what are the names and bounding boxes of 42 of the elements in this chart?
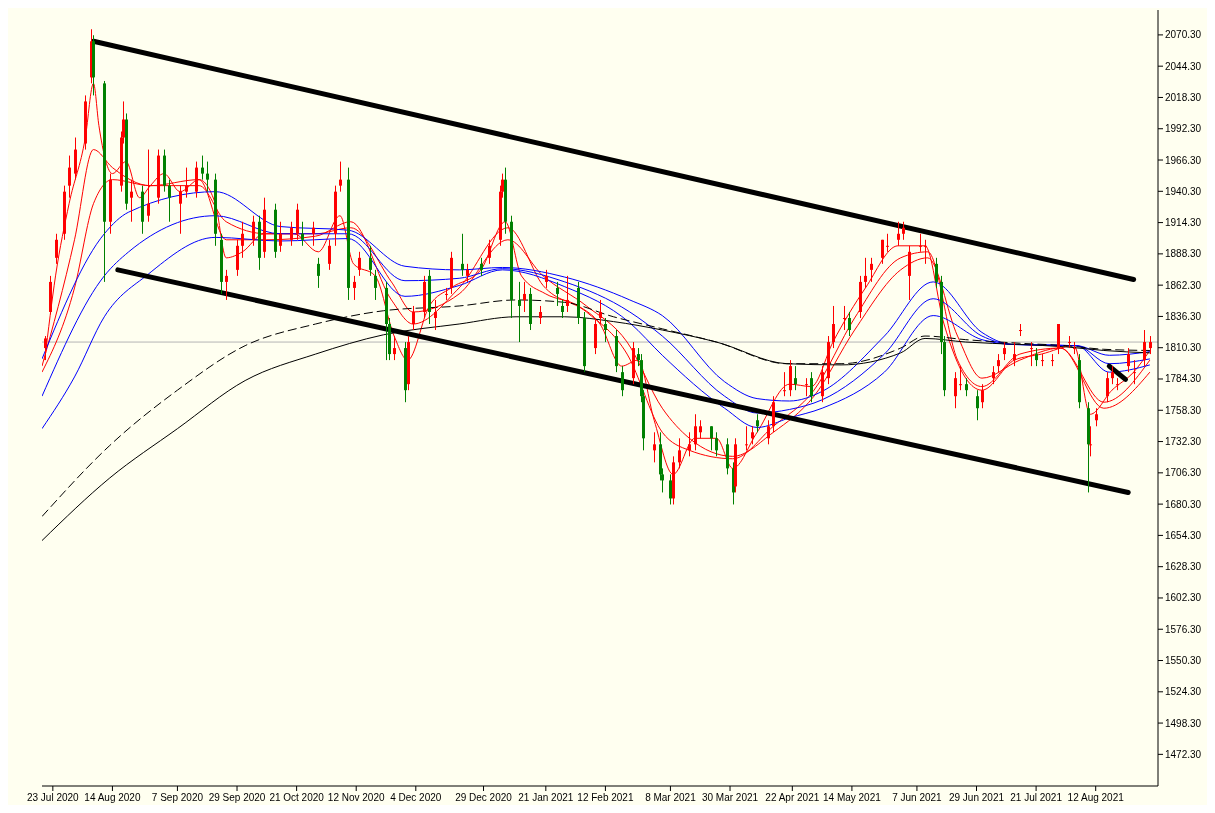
x-tick-label: 23 Jul 2020 (26, 792, 80, 803)
x-tick-label: 7 Sep 2020 (151, 792, 204, 803)
x-tick-label: 7 Jun 2021 (892, 792, 943, 803)
y-tick-label: 1706.30 (1165, 467, 1202, 479)
x-tick-label: 8 Mar 2021 (645, 792, 697, 803)
y-tick-label: 1836.30 (1165, 310, 1202, 322)
x-tick-label: 22 Apr 2021 (765, 792, 820, 803)
y-tick-label: 1758.30 (1165, 404, 1202, 416)
y-tick-label: 1732.30 (1165, 436, 1202, 448)
y-tick-label: 1966.30 (1165, 154, 1202, 166)
y-tick-label: 2070.30 (1165, 29, 1202, 41)
y-tick-label: 1914.30 (1165, 217, 1202, 229)
y-tick-label: 1862.30 (1165, 279, 1202, 291)
y-tick-label: 1888.30 (1165, 248, 1202, 260)
y-tick-label: 1472.30 (1165, 748, 1202, 760)
y-tick-label: 1680.30 (1165, 498, 1202, 510)
x-tick-label: 21 Oct 2020 (269, 792, 325, 803)
y-tick-label: 2018.30 (1165, 91, 1202, 103)
y-tick-label: 1602.30 (1165, 592, 1202, 604)
x-tick-label: 21 Jan 2021 (518, 792, 574, 803)
x-tick-label: 29 Sep 2020 (208, 792, 266, 803)
y-tick-label: 1576.30 (1165, 623, 1202, 635)
y-tick-label: 1992.30 (1165, 123, 1202, 135)
x-tick-label: 12 Nov 2020 (327, 792, 385, 803)
x-tick-label: 30 Mar 2021 (701, 792, 759, 803)
x-tick-label: 14 May 2021 (823, 792, 882, 803)
y-tick-label: 1628.30 (1165, 561, 1202, 573)
y-tick-label: 2044.30 (1165, 60, 1202, 72)
x-tick-label: 12 Feb 2021 (577, 792, 634, 803)
y-tick-label: 1810.30 (1165, 342, 1202, 354)
y-tick-label: 1524.30 (1165, 686, 1202, 698)
x-tick-label: 29 Dec 2020 (455, 792, 513, 803)
x-tick-label: 29 Jun 2021 (948, 792, 1005, 803)
x-tick-label: 21 Jul 2021 (1010, 792, 1063, 803)
x-tick-label: 4 Dec 2020 (390, 792, 442, 803)
y-tick-label: 1654.30 (1165, 529, 1202, 541)
y-tick-label: 1784.30 (1165, 373, 1202, 385)
y-tick-label: 1550.30 (1165, 655, 1202, 667)
x-tick-label: 14 Aug 2020 (84, 792, 141, 803)
y-tick-label: 1498.30 (1165, 717, 1202, 729)
x-tick-label: 12 Aug 2021 (1067, 792, 1125, 803)
y-tick-label: 1940.30 (1165, 185, 1202, 197)
